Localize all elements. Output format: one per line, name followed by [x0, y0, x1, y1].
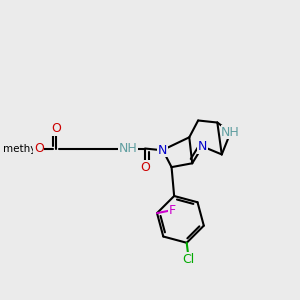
Text: O: O	[34, 142, 43, 155]
Text: N: N	[158, 143, 167, 157]
Text: O: O	[52, 122, 61, 135]
Text: O: O	[140, 160, 150, 174]
Text: methyl: methyl	[3, 143, 39, 154]
Text: NH: NH	[119, 142, 137, 155]
Text: Cl: Cl	[182, 253, 194, 266]
Text: F: F	[169, 204, 176, 217]
Text: NH: NH	[221, 126, 240, 139]
Text: N: N	[198, 140, 207, 153]
